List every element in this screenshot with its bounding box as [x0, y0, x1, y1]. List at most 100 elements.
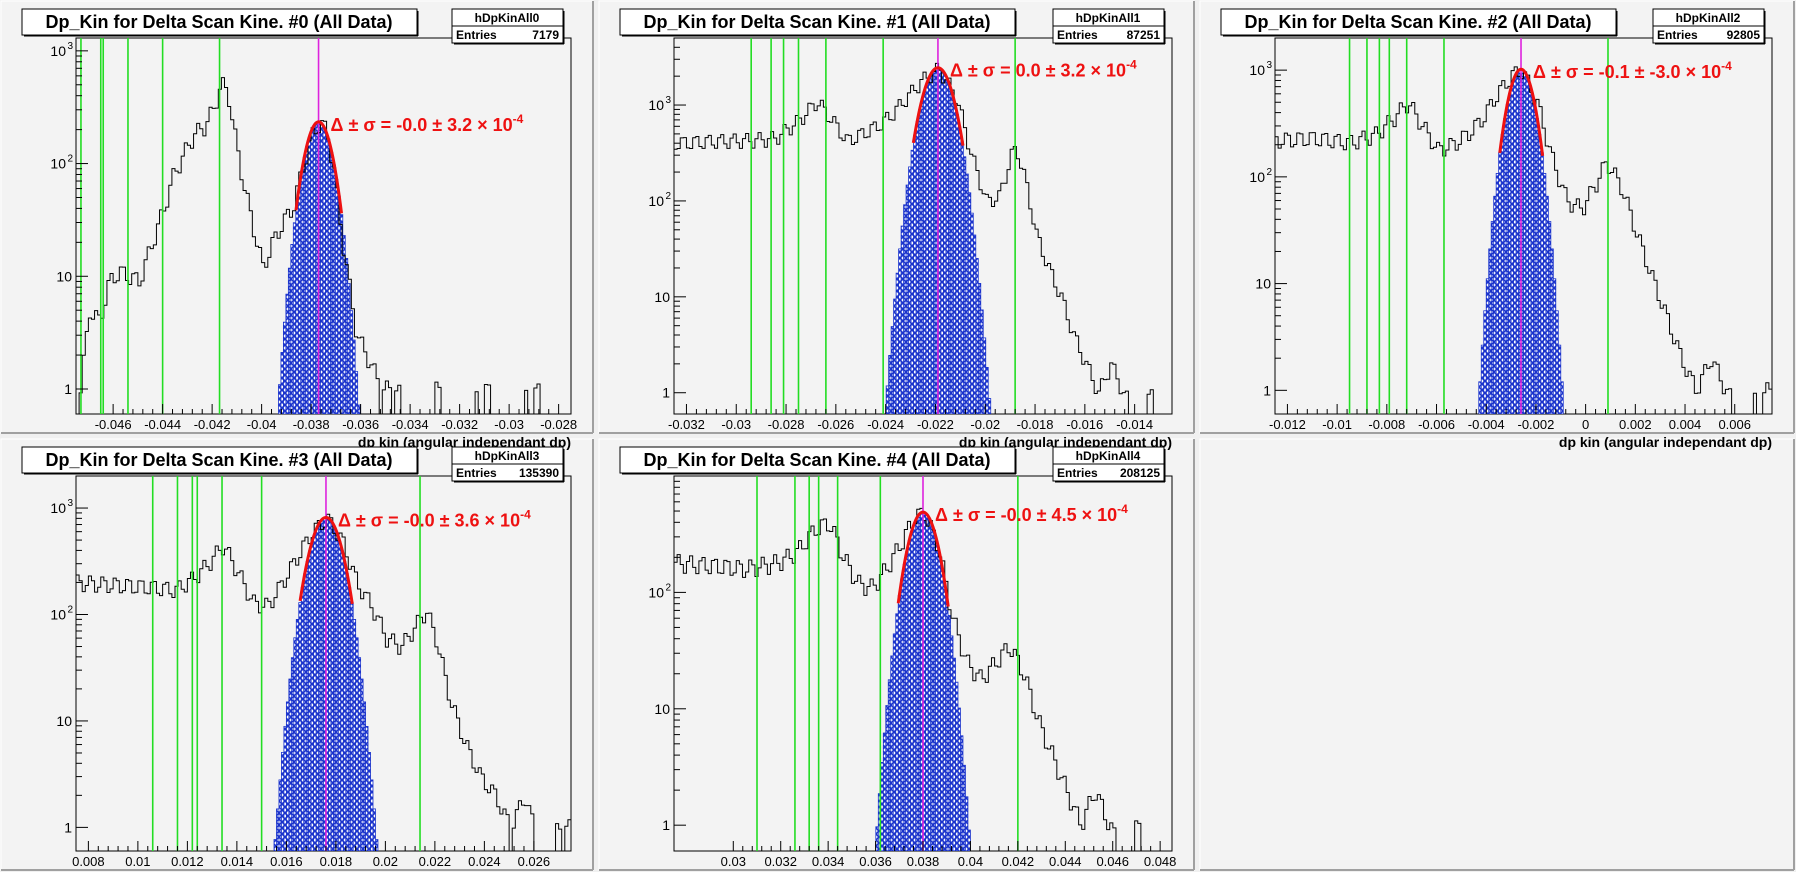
x-tick-label: 0.018 [320, 854, 353, 869]
x-tick-label: 0.02 [373, 854, 398, 869]
x-tick-label: 0.038 [907, 854, 940, 869]
y-tick-label: 10 [1249, 62, 1265, 78]
fit-label: Δ ± σ = -0.0 ± 3.6 × 10-4 [338, 507, 531, 530]
plot-area [1275, 38, 1772, 414]
title-box: Dp_Kin for Delta Scan Kine. #1 (All Data… [619, 8, 1017, 37]
data-histogram [76, 513, 571, 851]
x-tick-label: 0.03 [721, 854, 746, 869]
pad-frame-5 [1199, 438, 1795, 871]
stats-box: hDpKinAll3 Entries 135390 [451, 446, 565, 483]
fit-label: Δ ± σ = -0.0 ± 3.2 × 10-4 [331, 112, 524, 135]
x-tick-label: -0.03 [721, 417, 751, 432]
stats-name: hDpKinAll0 [475, 11, 540, 25]
y-tick-label: 1 [662, 385, 670, 401]
x-tick-label: 0.014 [221, 854, 254, 869]
y-tick-label: 1 [662, 817, 670, 833]
plot-area [674, 38, 1172, 414]
stats-entries-value: 7179 [532, 28, 559, 42]
x-tick-label: -0.014 [1116, 417, 1153, 432]
x-axis-label: dp kin (angular independant dp) [358, 434, 571, 450]
x-tick-label: -0.01 [1322, 417, 1352, 432]
y-tick-label: 10 [1255, 276, 1271, 292]
x-tick-label: -0.018 [1017, 417, 1054, 432]
histogram-2: -0.012 -0.01 -0.008 -0.006 -0.004 -0.002 0 0.00… [1220, 8, 1773, 450]
y-tick-label: 10 [56, 268, 72, 284]
stats-box: hDpKinAll1 Entries 87251 [1052, 8, 1166, 45]
title-box: Dp_Kin for Delta Scan Kine. #3 (All Data… [21, 446, 419, 475]
x-tick-label: 0.042 [1002, 854, 1035, 869]
stats-entries-label: Entries [1057, 466, 1098, 480]
fit-label: Δ ± σ = -0.0 ± 4.5 × 10-4 [935, 502, 1128, 525]
fit-label-prefix: Δ ± σ = [338, 510, 404, 530]
x-tick-label: 0.026 [518, 854, 551, 869]
y-tick-label: 10 [648, 584, 664, 600]
stats-box: hDpKinAll4 Entries 208125 [1052, 446, 1166, 483]
gaussian-fit [1498, 67, 1545, 157]
x-tick-label: -0.028 [540, 417, 577, 432]
y-tick-exponent: 2 [665, 582, 671, 593]
title-box: Dp_Kin for Delta Scan Kine. #2 (All Data… [1220, 8, 1618, 37]
fit-label-prefix: Δ ± σ = [331, 115, 397, 135]
y-tick-exponent: 3 [665, 95, 671, 106]
y-tick-label: 10 [648, 97, 664, 113]
plot-area [76, 38, 571, 414]
x-tick-label: 0 [1582, 417, 1589, 432]
stats-entries-label: Entries [1657, 28, 1698, 42]
x-tick-label: 0.002 [1619, 417, 1652, 432]
x-tick-label: -0.02 [970, 417, 1000, 432]
y-tick-exponent: 3 [67, 41, 73, 52]
stats-box: hDpKinAll0 Entries 7179 [451, 8, 565, 45]
stats-entries-value: 87251 [1127, 28, 1161, 42]
stats-name: hDpKinAll3 [475, 449, 540, 463]
x-tick-label: -0.002 [1517, 417, 1554, 432]
y-tick-label: 10 [50, 500, 66, 516]
stats-entries-label: Entries [1057, 28, 1098, 42]
x-axis-label: dp kin (angular independant dp) [959, 434, 1172, 450]
x-tick-label: 0.032 [764, 854, 797, 869]
gaussian-fit [896, 510, 950, 607]
fit-label-value: -0.0 ± 3.6 × 10 [404, 510, 520, 530]
x-tick-label: 0.048 [1144, 854, 1177, 869]
x-tick-label: 0.046 [1096, 854, 1129, 869]
data-histogram [1275, 66, 1772, 414]
x-tick-label: 0.022 [419, 854, 452, 869]
y-tick-label: 1 [64, 819, 72, 835]
histogram-4: 0.03 0.032 0.034 0.036 0.038 0.04 0.042 0.044 0.… [619, 446, 1177, 872]
x-tick-label: -0.008 [1368, 417, 1405, 432]
stats-name: hDpKinAll4 [1076, 449, 1141, 463]
data-histogram [76, 77, 571, 414]
x-tick-label: -0.022 [917, 417, 954, 432]
gaussian-fit [911, 66, 965, 146]
x-tick-label: -0.034 [392, 417, 429, 432]
title-box-frame [21, 8, 418, 36]
histogram-3: 0.008 0.01 0.012 0.014 0.016 0.018 0.02 0.022 0.… [21, 446, 572, 872]
gaussian-fit [294, 120, 344, 214]
stats-name: hDpKinAll2 [1676, 11, 1741, 25]
x-tick-label: -0.042 [194, 417, 231, 432]
y-tick-label: 1 [1263, 382, 1271, 398]
x-tick-label: 0.044 [1049, 854, 1082, 869]
stats-name: hDpKinAll1 [1076, 11, 1141, 25]
stats-box: hDpKinAll2 Entries 92805 [1652, 8, 1766, 45]
x-tick-label: -0.03 [494, 417, 524, 432]
x-tick-label: -0.006 [1418, 417, 1455, 432]
chart-title: Dp_Kin for Delta Scan Kine. #2 (All Data… [1244, 12, 1591, 32]
fit-label-exponent: -4 [1117, 502, 1128, 516]
title-box: Dp_Kin for Delta Scan Kine. #4 (All Data… [619, 446, 1017, 475]
x-tick-label: -0.036 [342, 417, 379, 432]
x-tick-label: -0.032 [668, 417, 705, 432]
x-tick-label: -0.032 [441, 417, 478, 432]
y-tick-exponent: 3 [1266, 60, 1272, 71]
x-tick-label: -0.038 [293, 417, 330, 432]
y-tick-label: 10 [654, 289, 670, 305]
x-tick-label: 0.004 [1669, 417, 1702, 432]
y-tick-label: 10 [56, 713, 72, 729]
data-histogram [674, 62, 1172, 414]
x-tick-label: 0.036 [859, 854, 892, 869]
fit-label-value: 0.0 ± 3.2 × 10 [1016, 61, 1126, 81]
x-tick-label: -0.016 [1066, 417, 1103, 432]
y-tick-label: 1 [64, 381, 72, 397]
y-tick-exponent: 2 [67, 604, 73, 615]
stats-entries-label: Entries [456, 466, 497, 480]
